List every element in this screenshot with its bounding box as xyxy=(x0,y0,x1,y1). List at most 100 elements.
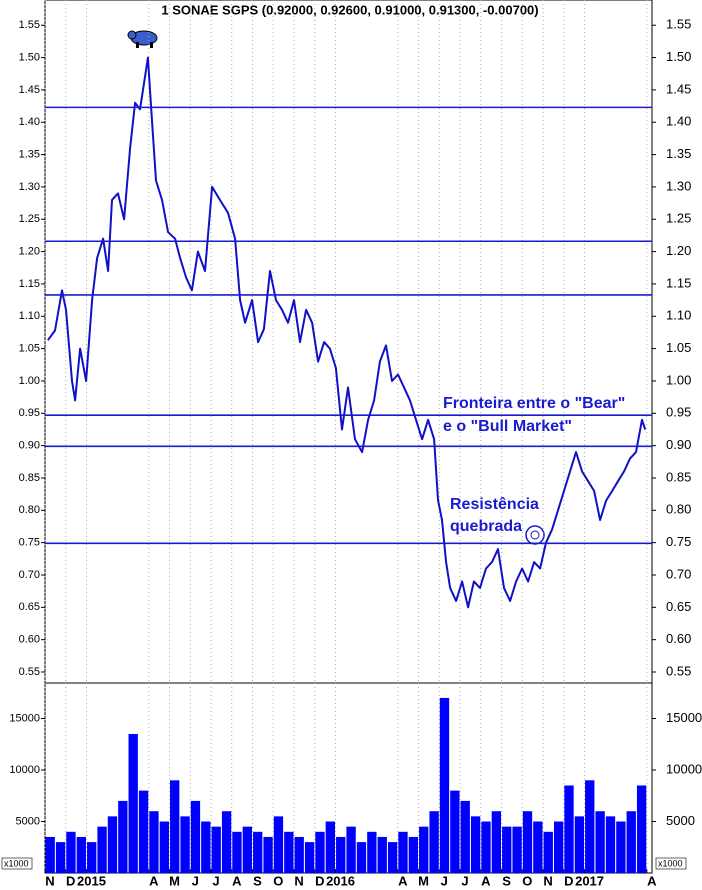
y-tick-label-right: 0.80 xyxy=(666,502,691,517)
y-tick-label: 1.20 xyxy=(19,246,40,258)
y-tick-label-right: 0.70 xyxy=(666,566,691,581)
volume-bar xyxy=(429,811,439,873)
y-tick-label-right: 1.10 xyxy=(666,308,691,323)
x-tick-label: 2017 xyxy=(575,873,604,888)
volume-bar xyxy=(325,821,336,873)
x-tick-label: S xyxy=(253,873,262,888)
volume-bar xyxy=(419,826,429,873)
y-tick-label-right: 15000 xyxy=(666,710,702,725)
volume-bar xyxy=(138,790,149,873)
y-unit-label: x1000 xyxy=(658,858,683,868)
x-tick-label: D xyxy=(564,873,573,888)
y-tick-label: 1.00 xyxy=(19,375,40,387)
x-tick-label: N xyxy=(294,873,303,888)
y-tick-label-right: 0.60 xyxy=(666,631,691,646)
y-tick-label-right: 5000 xyxy=(666,813,695,828)
unit-box xyxy=(655,857,687,870)
annotation: e o "Bull Market" xyxy=(443,418,572,435)
x-tick-label: J xyxy=(461,873,468,888)
x-tick-label: J xyxy=(441,873,448,888)
volume-bar xyxy=(460,800,470,873)
chart-title: 1 SONAE SGPS (0.92000, 0.92600, 0.91000,… xyxy=(161,2,538,17)
x-tick-label: N xyxy=(543,873,552,888)
x-tick-label: S xyxy=(502,873,511,888)
volume-bar xyxy=(564,785,574,873)
y-tick-label-right: 1.20 xyxy=(666,243,691,258)
y-tick-label: 1.30 xyxy=(19,181,40,193)
y-tick-label: 0.95 xyxy=(19,407,40,419)
y-tick-label-right: 1.45 xyxy=(666,81,691,96)
volume-bar xyxy=(533,821,543,873)
volume-bar xyxy=(439,697,450,873)
x-tick-label: M xyxy=(418,873,429,888)
y-tick-label: 15000 xyxy=(9,712,40,724)
y-tick-label: 1.55 xyxy=(19,19,40,31)
y-tick-label-right: 1.30 xyxy=(666,178,691,193)
y-tick-label-right: 1.25 xyxy=(666,211,691,226)
x-tick-label: 2015 xyxy=(77,873,106,888)
y-tick-label: 0.85 xyxy=(19,472,40,484)
volume-bar xyxy=(502,826,512,873)
price-line xyxy=(47,56,647,609)
y-tick-label-right: 1.00 xyxy=(666,372,691,387)
volume-bar xyxy=(636,785,647,873)
volume-bar xyxy=(180,816,190,873)
volume-bar xyxy=(336,836,346,873)
volume-bar xyxy=(470,816,481,873)
volume-bar xyxy=(66,831,76,873)
y-tick-label: 1.50 xyxy=(19,51,40,63)
y-tick-label: 1.40 xyxy=(19,116,40,128)
volume-bar xyxy=(273,816,284,873)
y-tick-label: 0.80 xyxy=(19,504,40,516)
y-tick-label-right: 10000 xyxy=(666,761,702,776)
volume-bar xyxy=(512,826,522,873)
breakout-circle xyxy=(525,525,545,545)
volume-bar xyxy=(605,816,616,873)
y-tick-label-right: 1.05 xyxy=(666,340,691,355)
annotation: Resistência xyxy=(450,496,539,513)
y-tick-label: 5000 xyxy=(16,815,40,827)
volume-bar xyxy=(408,836,419,873)
volume-bar xyxy=(190,800,201,873)
volume-bar xyxy=(170,780,180,873)
y-tick-label: 1.25 xyxy=(19,213,40,225)
x-tick-label: A xyxy=(232,873,242,888)
volume-bar xyxy=(522,811,533,873)
x-tick-label: D xyxy=(66,873,75,888)
y-tick-label: 0.60 xyxy=(19,634,40,646)
y-tick-label-right: 0.65 xyxy=(666,599,691,614)
volume-bar xyxy=(107,816,118,873)
y-tick-label: 0.70 xyxy=(19,569,40,581)
volume-bar xyxy=(543,831,553,873)
y-tick-label-right: 1.50 xyxy=(666,49,691,64)
y-tick-label-right: 1.40 xyxy=(666,114,691,129)
volume-bar xyxy=(232,831,242,873)
y-tick-label-right: 0.75 xyxy=(666,534,691,549)
x-tick-label: M xyxy=(169,873,180,888)
y-tick-label-right: 1.55 xyxy=(666,17,691,32)
y-tick-label-right: 1.35 xyxy=(666,146,691,161)
breakout-circle-inner xyxy=(530,530,540,540)
annotation: quebrada xyxy=(450,518,522,535)
volume-bar xyxy=(398,831,408,873)
y-tick-label: 0.75 xyxy=(19,537,40,549)
y-tick-label-right: 0.85 xyxy=(666,469,691,484)
y-tick-label-right: 1.15 xyxy=(666,275,691,290)
y-tick-label-right: 0.90 xyxy=(666,437,691,452)
y-tick-label: 1.05 xyxy=(19,343,40,355)
y-tick-label: 1.15 xyxy=(19,278,40,290)
volume-bar xyxy=(118,800,128,873)
y-tick-label: 0.55 xyxy=(19,666,40,678)
y-tick-label: 1.45 xyxy=(19,84,40,96)
x-tick-label: A xyxy=(647,873,657,888)
volume-bar xyxy=(221,811,232,873)
volume-bar xyxy=(481,821,491,873)
volume-bar xyxy=(87,842,97,873)
x-tick-label: J xyxy=(212,873,219,888)
y-tick-label: 10000 xyxy=(9,764,40,776)
volume-bar xyxy=(45,836,55,873)
volume-bar xyxy=(346,826,356,873)
volume-bar xyxy=(149,811,159,873)
x-tick-label: O xyxy=(273,873,283,888)
volume-bar xyxy=(356,842,367,873)
